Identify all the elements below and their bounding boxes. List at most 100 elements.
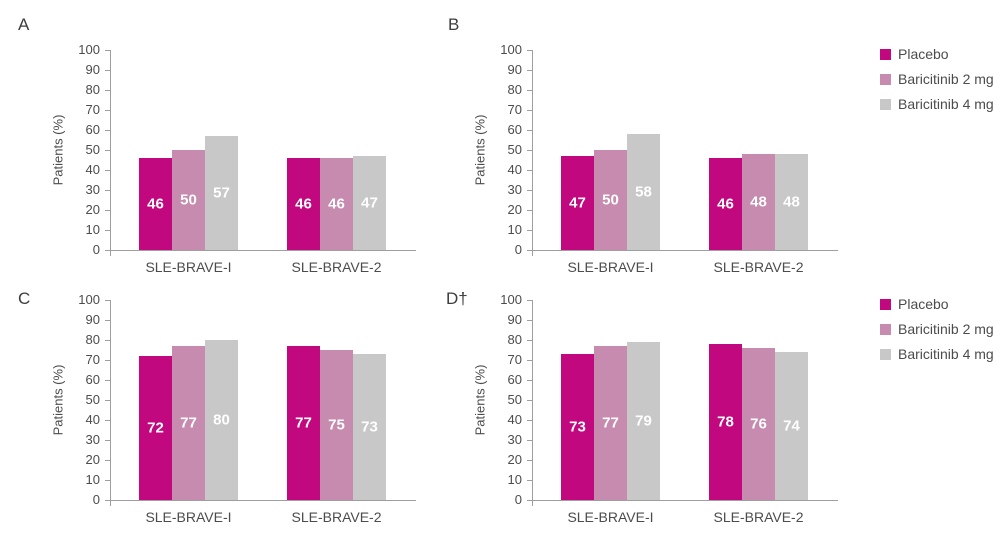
y-tick-label: 10: [507, 222, 522, 237]
bar-value-label: 46: [147, 195, 164, 213]
bar-baricitinib-4-mg-sle-brave-i: 79: [627, 342, 660, 500]
y-tick-mark: [105, 250, 110, 251]
bar-value-label: 77: [602, 414, 619, 432]
bar-baricitinib-2-mg-sle-brave-i: 50: [172, 150, 205, 250]
y-tick-mark: [527, 90, 532, 91]
bar-value-label: 75: [328, 416, 345, 434]
y-tick-label: 40: [85, 412, 100, 427]
bar-value-label: 50: [180, 191, 197, 209]
y-tick-label: 50: [507, 392, 522, 407]
x-category-label: SLE-BRAVE-2: [713, 259, 804, 275]
y-tick-mark: [527, 170, 532, 171]
x-axis-line: [532, 500, 838, 501]
legend-item-baricitinib-2mg: Baricitinib 2 mg: [880, 71, 994, 87]
bar-placebo-sle-brave-i: 72: [139, 356, 172, 500]
y-tick-mark: [527, 50, 532, 51]
y-tick-label: 90: [85, 312, 100, 327]
y-tick-mark: [527, 440, 532, 441]
bar-value-label: 77: [295, 414, 312, 432]
bar-value-label: 46: [295, 195, 312, 213]
bar-value-label: 46: [328, 195, 345, 213]
y-tick-label: 70: [507, 102, 522, 117]
y-axis-line: [110, 50, 111, 256]
y-tick-mark: [105, 340, 110, 341]
y-tick-mark: [527, 500, 532, 501]
placebo-swatch-icon: [880, 48, 891, 60]
y-tick-mark: [105, 230, 110, 231]
x-category-label: SLE-BRAVE-I: [145, 509, 232, 525]
bar-chart-panel-c: 0 10 20 30 40 50 60 70 80 90 100 72 77 80 SLE-BRAVE-I 7…: [78, 292, 416, 525]
y-tick-mark: [105, 130, 110, 131]
y-tick-label: 70: [507, 352, 522, 367]
x-axis-line: [110, 250, 416, 251]
bar-baricitinib-4-mg-sle-brave-2: 47: [353, 156, 386, 250]
y-tick-mark: [105, 500, 110, 501]
y-tick-mark: [527, 360, 532, 361]
y-tick-label: 60: [85, 122, 100, 137]
baricitinib-2mg-swatch-icon: [880, 73, 891, 85]
y-tick-mark: [105, 480, 110, 481]
y-tick-label: 80: [85, 82, 100, 97]
x-category-label: SLE-BRAVE-2: [291, 259, 382, 275]
bar-baricitinib-4-mg-sle-brave-2: 74: [775, 352, 808, 500]
y-axis-line: [532, 50, 533, 256]
y-tick-mark: [527, 320, 532, 321]
bar-value-label: 77: [180, 414, 197, 432]
y-tick-mark: [105, 380, 110, 381]
y-tick-mark: [527, 340, 532, 341]
y-tick-label: 90: [507, 62, 522, 77]
bar-value-label: 78: [717, 413, 734, 431]
bar-value-label: 46: [717, 195, 734, 213]
y-tick-label: 30: [507, 182, 522, 197]
y-tick-label: 80: [85, 332, 100, 347]
legend-item-baricitinib-4mg: Baricitinib 4 mg: [880, 96, 994, 112]
y-tick-mark: [105, 300, 110, 301]
bar-placebo-sle-brave-2: 78: [709, 344, 742, 500]
y-tick-mark: [105, 70, 110, 71]
y-tick-mark: [105, 320, 110, 321]
y-tick-label: 80: [507, 332, 522, 347]
y-tick-label: 50: [85, 392, 100, 407]
y-tick-label: 0: [92, 242, 100, 257]
bar-baricitinib-4-mg-sle-brave-2: 48: [775, 154, 808, 250]
bar-value-label: 57: [213, 184, 230, 202]
bar-value-label: 74: [783, 417, 800, 435]
legend-bottom: Placebo Baricitinib 2 mg Baricitinib 4 m…: [880, 296, 994, 362]
y-tick-label: 70: [85, 352, 100, 367]
y-tick-mark: [105, 460, 110, 461]
y-tick-mark: [527, 230, 532, 231]
bar-value-label: 76: [750, 415, 767, 433]
y-tick-mark: [527, 190, 532, 191]
bar-value-label: 48: [783, 193, 800, 211]
legend-top: Placebo Baricitinib 2 mg Baricitinib 4 m…: [880, 46, 994, 112]
y-tick-mark: [527, 130, 532, 131]
bar-baricitinib-2-mg-sle-brave-2: 46: [320, 158, 353, 250]
bar-placebo-sle-brave-2: 46: [709, 158, 742, 250]
bar-value-label: 79: [635, 412, 652, 430]
bar-value-label: 58: [635, 183, 652, 201]
y-tick-label: 0: [514, 242, 522, 257]
y-tick-label: 50: [507, 142, 522, 157]
legend-label-baricitinib-4mg: Baricitinib 4 mg: [898, 346, 994, 362]
legend-label-baricitinib-4mg: Baricitinib 4 mg: [898, 96, 994, 112]
y-tick-mark: [105, 90, 110, 91]
legend-item-placebo: Placebo: [880, 46, 994, 62]
bar-chart-panel-d: 0 10 20 30 40 50 60 70 80 90 100 73 77 79 SLE-BRAVE-I 7…: [500, 292, 838, 525]
y-tick-label: 90: [85, 62, 100, 77]
bar-baricitinib-2-mg-sle-brave-2: 48: [742, 154, 775, 250]
y-tick-mark: [527, 300, 532, 301]
y-tick-label: 10: [85, 472, 100, 487]
x-category-label: SLE-BRAVE-2: [713, 509, 804, 525]
y-tick-label: 90: [507, 312, 522, 327]
bar-value-label: 73: [569, 418, 586, 436]
y-axis-line: [110, 300, 111, 506]
y-tick-mark: [527, 400, 532, 401]
y-tick-mark: [105, 420, 110, 421]
y-tick-label: 40: [85, 162, 100, 177]
y-tick-label: 20: [85, 452, 100, 467]
bar-value-label: 47: [361, 194, 378, 212]
baricitinib-4mg-swatch-icon: [880, 98, 891, 110]
bar-value-label: 72: [147, 419, 164, 437]
panel-label-a: A: [18, 15, 30, 34]
x-axis-line: [532, 250, 838, 251]
